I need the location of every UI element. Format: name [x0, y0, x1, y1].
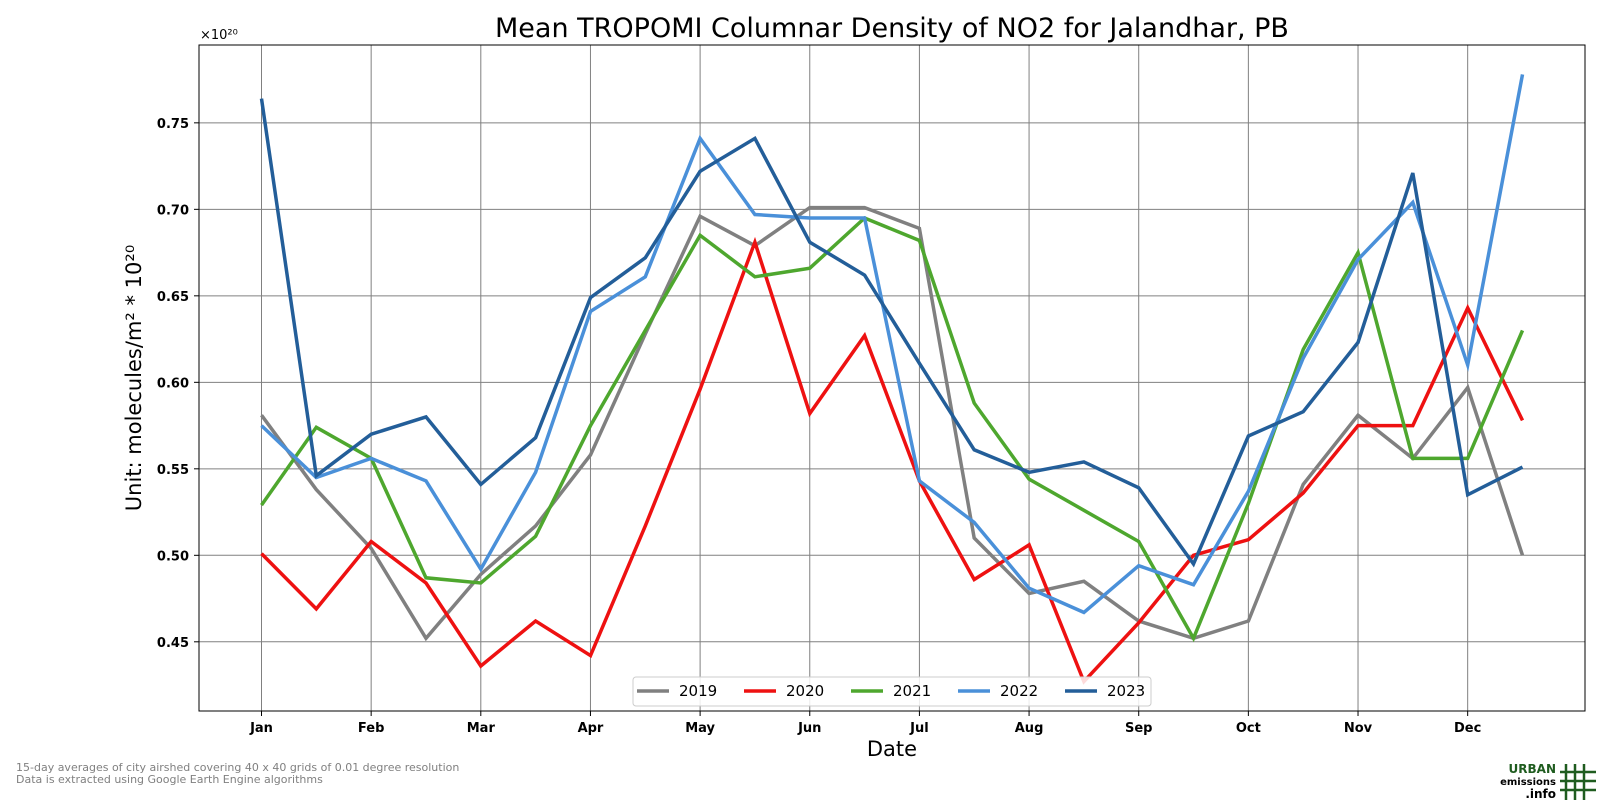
plot-frame — [198, 44, 1586, 712]
y-tick-label: 0.75 — [157, 117, 189, 132]
x-tick-label: Oct — [1236, 721, 1261, 736]
x-tick-label: Jan — [249, 721, 273, 736]
footnote-source: Data is extracted using Google Earth Eng… — [16, 773, 323, 786]
y-tick-label: 0.70 — [157, 203, 189, 218]
x-tick-label: May — [685, 721, 715, 736]
x-axis-title: Date — [867, 737, 917, 761]
x-tick-label: Dec — [1454, 721, 1481, 736]
series-lines — [259, 74, 1525, 685]
y-tick-label: 0.55 — [157, 463, 189, 478]
x-tick-label: Apr — [578, 721, 604, 736]
y-tick-label: 0.60 — [157, 376, 189, 391]
legend-label-2021: 2021 — [893, 682, 931, 700]
legend-label-2023: 2023 — [1107, 682, 1145, 700]
legend-label-2020: 2020 — [786, 682, 824, 700]
y-tick-label: 0.45 — [157, 636, 189, 651]
y-axis-ticks: 0.45 0.50 0.55 0.60 0.65 0.70 0.75 — [157, 117, 199, 651]
x-tick-label: Jul — [909, 721, 929, 736]
x-tick-label: Feb — [358, 721, 384, 736]
x-tick-label: Nov — [1344, 721, 1373, 736]
x-tick-label: Mar — [467, 721, 496, 736]
x-tick-label: Jun — [797, 721, 821, 736]
series-line-2019 — [260, 205, 1525, 642]
y-offset-label: ×10²⁰ — [200, 28, 238, 43]
legend-label-2022: 2022 — [1000, 682, 1038, 700]
series-line-2020 — [260, 236, 1525, 685]
logo-text-info: .info — [1525, 787, 1556, 800]
legend-label-2019: 2019 — [679, 682, 717, 700]
x-tick-label: Aug — [1015, 721, 1044, 736]
x-tick-label: Sep — [1125, 721, 1153, 736]
logo-text-urban: URBAN — [1509, 762, 1556, 776]
y-tick-label: 0.50 — [157, 549, 189, 564]
legend: 2019 2020 2021 2022 2023 — [632, 676, 1152, 707]
y-axis-title: Unit: molecules/m² * 10²⁰ — [122, 245, 146, 511]
y-tick-label: 0.65 — [157, 290, 189, 305]
series-line-2023 — [259, 98, 1524, 568]
x-axis-ticks: Jan Feb Mar Apr May Jun Jul Aug Sep Oct Nov Dec — [249, 711, 1481, 736]
grid-lines — [199, 45, 1585, 711]
footnote-resolution: 15-day averages of city airshed covering… — [16, 761, 460, 774]
logo-text-emissions: emissions — [1500, 777, 1556, 788]
legend-box — [632, 676, 1152, 707]
grid-logo-icon — [1560, 764, 1596, 800]
series-line-2021 — [260, 215, 1525, 643]
chart-title: Mean TROPOMI Columnar Density of NO2 for… — [495, 13, 1289, 44]
series-line-2022 — [260, 74, 1525, 615]
urban-emissions-logo: URBAN emissions .info — [1500, 762, 1596, 800]
